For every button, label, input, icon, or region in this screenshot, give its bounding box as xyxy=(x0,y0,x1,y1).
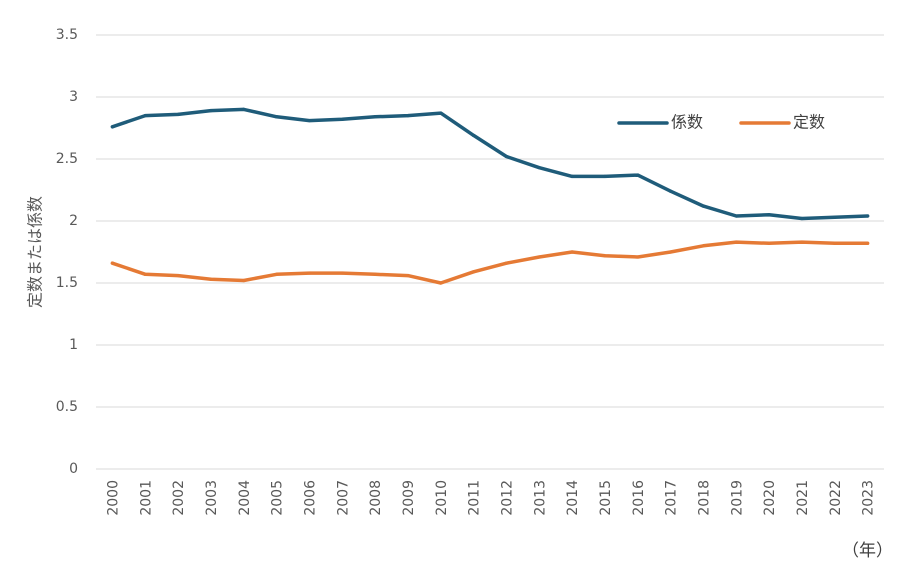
x-tick-label: 2000 xyxy=(105,480,121,516)
x-tick-label: 2002 xyxy=(171,480,187,516)
series-0-point xyxy=(767,213,771,217)
x-tick-label: 2021 xyxy=(795,480,811,516)
series-0-point xyxy=(800,216,804,221)
series-0-point xyxy=(537,166,541,170)
x-tick-label: 2016 xyxy=(631,480,647,516)
x-tick-label: 2015 xyxy=(598,480,614,516)
series-1-point xyxy=(537,255,541,259)
legend-label-0: 係数 xyxy=(671,113,703,132)
x-tick-label: 2010 xyxy=(434,480,450,516)
x-tick-label: 2003 xyxy=(204,480,220,516)
series-0-point xyxy=(242,107,246,111)
y-axis-tick-labels: 0 0.5 1 1.5 2 2.5 3 3.5 xyxy=(56,27,78,477)
series-1-point xyxy=(668,250,673,254)
y-tick-label: 2.5 xyxy=(56,151,78,167)
x-tick-label: 2005 xyxy=(270,480,286,516)
series-1-point xyxy=(274,272,279,276)
series-0-point xyxy=(143,114,147,118)
series-1-point xyxy=(767,241,771,245)
x-tick-label: 2008 xyxy=(368,480,384,516)
series-0-point xyxy=(471,133,476,138)
series-1-point xyxy=(307,271,312,275)
series-1-point xyxy=(865,241,870,245)
y-tick-label: 0.5 xyxy=(56,399,78,415)
x-tick-label: 2009 xyxy=(401,480,417,516)
legend: 係数 定数 xyxy=(617,113,825,132)
series-0-point xyxy=(504,154,509,159)
series-1-point xyxy=(143,272,147,276)
legend-label-1: 定数 xyxy=(793,113,825,132)
series-1-point xyxy=(636,255,640,259)
x-tick-label: 2022 xyxy=(828,480,844,516)
x-tick-label: 2017 xyxy=(664,480,680,516)
series-line-1 xyxy=(110,240,870,285)
series-0-point xyxy=(307,118,312,123)
series-1-point xyxy=(373,272,377,276)
series-0-point xyxy=(340,117,344,121)
series-0-point xyxy=(110,125,115,129)
series-1-point xyxy=(406,273,410,278)
x-tick-label: 2019 xyxy=(729,480,745,516)
series-0-point xyxy=(833,215,837,219)
grid-lines xyxy=(96,34,884,470)
series-1-point xyxy=(340,271,344,275)
series-line-0 xyxy=(110,107,870,221)
series-1-point xyxy=(471,270,476,274)
series-0-point xyxy=(636,173,640,177)
y-tick-label: 0 xyxy=(69,461,78,477)
y-tick-label: 3 xyxy=(69,89,78,105)
series-0-point xyxy=(274,115,279,119)
x-tick-label: 2013 xyxy=(532,480,548,516)
series-0-point xyxy=(668,189,673,193)
y-axis-label: 定数または係数 xyxy=(26,196,45,308)
series-1-point xyxy=(504,261,509,265)
series-lines xyxy=(110,107,870,285)
series-0-point xyxy=(439,111,443,115)
series-1-point xyxy=(110,261,115,265)
series-0-point xyxy=(603,174,607,178)
x-tick-label: 2023 xyxy=(861,480,877,516)
series-0-point xyxy=(570,174,574,178)
x-tick-label: 2020 xyxy=(762,480,778,516)
y-tick-label: 1 xyxy=(69,337,78,353)
series-1-point xyxy=(439,281,443,285)
series-0-point xyxy=(209,109,213,113)
y-tick-label: 2 xyxy=(69,213,78,229)
series-1-point xyxy=(176,273,180,278)
series-0-point xyxy=(176,112,180,116)
series-0-point xyxy=(701,204,706,208)
x-tick-label: 2006 xyxy=(302,480,318,516)
x-tick-label: 2018 xyxy=(696,480,712,516)
series-0-point xyxy=(865,214,870,218)
series-1-point xyxy=(570,250,574,254)
x-tick-label: 2014 xyxy=(565,480,581,516)
series-1-point xyxy=(833,241,837,245)
series-0-point xyxy=(373,115,377,119)
series-1-point xyxy=(603,254,607,258)
x-tick-label: 2012 xyxy=(499,480,515,516)
series-1-point xyxy=(800,240,804,244)
x-axis-tick-labels: 2000 2001 2002 2003 2004 2005 2006 2007 2008 2009… xyxy=(105,480,876,516)
series-0-point xyxy=(734,214,738,218)
x-tick-label: 2001 xyxy=(138,480,154,516)
x-tick-label: 2004 xyxy=(237,480,253,516)
series-1-point xyxy=(734,240,738,244)
series-0-point xyxy=(406,114,410,118)
x-tick-label: 2007 xyxy=(335,480,351,516)
series-1-point xyxy=(701,244,706,248)
y-tick-label: 1.5 xyxy=(56,275,78,291)
series-1-point xyxy=(209,277,213,281)
x-axis-unit-label: （年） xyxy=(842,541,893,561)
x-tick-label: 2011 xyxy=(467,480,483,516)
series-1-point xyxy=(242,278,246,283)
y-tick-label: 3.5 xyxy=(56,27,78,43)
